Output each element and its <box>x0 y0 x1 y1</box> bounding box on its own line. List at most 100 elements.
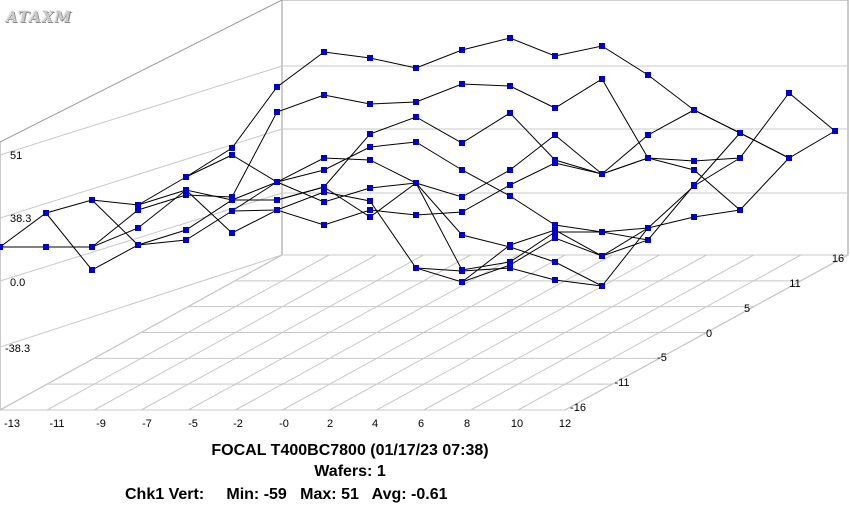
data-point-marker <box>459 167 465 173</box>
y-axis-ticks: -16 -11 -5 0 5 11 16 <box>570 253 844 414</box>
data-point-marker <box>135 207 141 213</box>
data-point-marker <box>183 192 189 198</box>
data-point-marker <box>367 207 373 213</box>
data-point-marker <box>691 214 697 220</box>
series-line <box>231 132 741 283</box>
stats-min-value: -59 <box>263 486 287 503</box>
data-point-marker <box>459 209 465 215</box>
data-point-marker <box>507 167 513 173</box>
data-point-marker <box>367 157 373 163</box>
data-point-marker <box>552 277 558 283</box>
data-point-marker <box>229 197 235 203</box>
data-point-marker <box>135 225 141 231</box>
z-tick-label: 51 <box>10 150 22 162</box>
data-point-marker <box>229 152 235 158</box>
chart-frame <box>0 0 849 411</box>
data-point-marker <box>552 132 558 138</box>
data-point-marker <box>413 65 419 71</box>
x-tick-label: 4 <box>372 418 378 430</box>
data-point-marker <box>321 155 327 161</box>
data-point-marker <box>321 92 327 98</box>
x-tick-label: 12 <box>559 418 571 430</box>
data-point-marker <box>274 207 280 213</box>
stats-avg-label: Avg: <box>371 486 407 503</box>
z-tick-label: -38.3 <box>5 343 30 355</box>
data-point-marker <box>183 237 189 243</box>
data-point-marker <box>459 232 465 238</box>
data-point-marker <box>413 99 419 105</box>
data-point-marker <box>274 179 280 185</box>
data-point-marker <box>599 283 605 289</box>
data-point-marker <box>274 197 280 203</box>
side-wall-gridline <box>0 65 283 156</box>
data-point-marker <box>413 139 419 145</box>
data-point-marker <box>645 155 651 161</box>
data-point-marker <box>135 242 141 248</box>
data-point-marker <box>135 202 141 208</box>
data-point-marker <box>691 158 697 164</box>
data-point-marker <box>413 265 419 271</box>
data-point-marker <box>507 242 513 248</box>
data-point-marker <box>737 207 743 213</box>
x-tick-label: 8 <box>464 418 470 430</box>
data-point-marker <box>321 222 327 228</box>
data-point-marker <box>552 222 558 228</box>
data-point-marker <box>183 187 189 193</box>
brand-logo: ATAXM <box>6 8 73 26</box>
data-point-marker <box>737 155 743 161</box>
data-point-marker <box>552 160 558 166</box>
data-point-marker <box>507 182 513 188</box>
data-point-marker <box>552 235 558 241</box>
stats-line: Chk1 Vert: Min: -59 Max: 51 Avg: -0.61 <box>125 485 448 505</box>
chart-grid <box>0 65 849 411</box>
x-tick-label: -5 <box>188 418 198 430</box>
data-point-marker <box>274 84 280 90</box>
y-tick-label: 0 <box>706 328 712 340</box>
data-point-marker <box>507 35 513 41</box>
series-line <box>137 157 649 234</box>
data-point-marker <box>413 114 419 120</box>
stats-max-value: 51 <box>341 486 359 503</box>
data-point-marker <box>507 110 513 116</box>
data-point-marker <box>507 193 513 199</box>
data-point-marker <box>367 101 373 107</box>
data-point-marker <box>459 47 465 53</box>
x-tick-label: -11 <box>49 418 64 430</box>
data-point-marker <box>507 259 513 265</box>
y-tick-label: 11 <box>789 278 800 290</box>
wireframe-lines <box>0 37 836 287</box>
data-point-marker <box>89 267 95 273</box>
data-point-marker <box>691 107 697 113</box>
data-point-marker <box>599 253 605 259</box>
x-axis-ticks: -13 -11 -9 -7 -5 -2 -0 2 4 6 8 10 12 <box>4 418 571 430</box>
data-point-marker <box>599 76 605 82</box>
x-tick-label: -9 <box>96 418 106 430</box>
data-point-marker <box>43 210 49 216</box>
data-point-marker <box>552 53 558 59</box>
y-tick-label: -11 <box>614 377 629 389</box>
data-point-marker <box>459 268 465 274</box>
data-point-marker <box>367 55 373 61</box>
data-point-marker <box>183 174 189 180</box>
data-point-marker <box>229 208 235 214</box>
data-point-marker <box>599 43 605 49</box>
series-line <box>45 109 790 271</box>
stats-max-label: Max: <box>300 486 337 503</box>
x-tick-label: -2 <box>233 418 243 430</box>
x-tick-label: -0 <box>279 418 289 430</box>
data-point-marker <box>321 189 327 195</box>
data-point-marker <box>645 72 651 78</box>
data-point-marker <box>0 244 3 250</box>
data-point-marker <box>691 167 697 173</box>
data-point-marker <box>43 244 49 250</box>
data-point-marker <box>552 227 558 233</box>
data-point-marker <box>786 90 792 96</box>
data-point-marker <box>229 145 235 151</box>
y-tick-label: -5 <box>657 352 667 364</box>
data-point-marker <box>645 225 651 231</box>
stats-avg-value: -0.61 <box>411 486 448 503</box>
data-point-marker <box>832 128 838 134</box>
series-line <box>185 154 741 287</box>
data-point-marker <box>367 131 373 137</box>
side-wall-gridline <box>0 192 283 282</box>
